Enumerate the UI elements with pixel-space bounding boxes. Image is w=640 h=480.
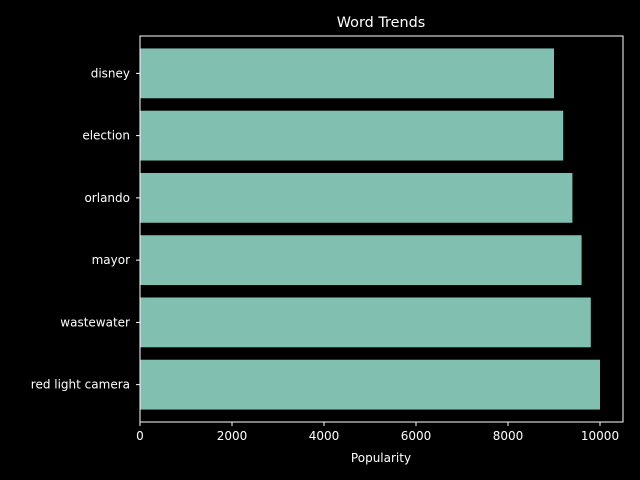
y-axis-ticks: red light camera wastewater mayor orlando el…	[31, 66, 140, 392]
x-tick-label: 6000	[401, 429, 432, 443]
y-tick-label: wastewater	[60, 315, 130, 329]
bar-mayor	[140, 235, 582, 286]
bar-disney	[140, 48, 554, 99]
bar-wastewater	[140, 297, 591, 348]
x-axis-ticks: 0 2000 4000 6000 8000 10000	[136, 422, 619, 443]
bar-red-light-camera	[140, 359, 600, 410]
x-axis-label: Popularity	[351, 451, 411, 465]
x-tick-label: 0	[136, 429, 144, 443]
y-tick-label: disney	[91, 66, 130, 80]
x-tick-label: 2000	[217, 429, 248, 443]
chart-title: Word Trends	[337, 15, 425, 31]
y-tick-label: red light camera	[31, 378, 130, 392]
x-tick-label: 10000	[581, 429, 619, 443]
bar-election	[140, 110, 564, 161]
y-tick-label: orlando	[84, 191, 130, 205]
y-tick-label: mayor	[92, 253, 130, 267]
x-tick-label: 8000	[493, 429, 524, 443]
plot-frame	[139, 35, 624, 423]
bars-layer	[140, 48, 600, 410]
x-tick-label: 4000	[309, 429, 340, 443]
y-tick-label: election	[82, 129, 130, 143]
bar-orlando	[140, 172, 573, 223]
